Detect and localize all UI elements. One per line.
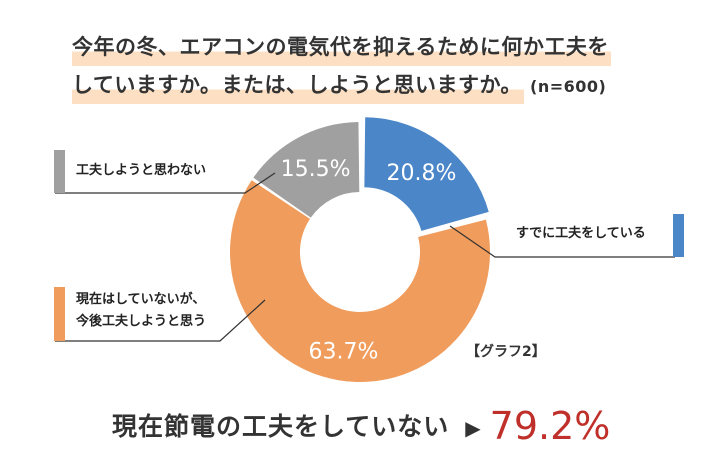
leader-line-future — [55, 299, 266, 342]
leader-line-already — [449, 225, 675, 258]
title-line-2: していますか。または、しようと思いますか。 — [72, 66, 525, 104]
title-line-1: 今年の冬、エアコンの電気代を抑えるために何か工夫を — [72, 28, 611, 66]
legend-swatch-future — [54, 287, 65, 341]
chart-title: 今年の冬、エアコンの電気代を抑えるために何か工夫を していますか。または、しよう… — [72, 28, 611, 106]
label-future-line-2: 今後工夫しようと思う — [76, 314, 207, 329]
legend-swatch-no — [54, 150, 65, 193]
data-label-future: 63.7% — [308, 340, 378, 365]
label-no: 工夫しようと思わない — [76, 163, 207, 178]
slice-already — [364, 117, 489, 231]
leader-line-no — [55, 172, 276, 194]
arrow-right-icon: ▶ — [465, 416, 482, 440]
slice-no — [253, 122, 360, 218]
data-label-no: 15.5% — [281, 157, 351, 182]
sample-size: (n=600) — [530, 77, 607, 96]
graph-label: 【グラフ2】 — [466, 344, 546, 360]
legend-swatch-already — [673, 214, 684, 257]
summary-value: 79.2% — [489, 404, 611, 448]
summary-text: 現在節電の工夫をしていない — [112, 412, 450, 441]
label-future-line-1: 現在はしていないが、 — [76, 292, 206, 307]
slice-future — [229, 180, 490, 382]
summary: 現在節電の工夫をしていない ▶ 79.2% — [112, 404, 610, 448]
label-already: すでに工夫をしている — [516, 226, 646, 241]
label-future: 現在はしていないが、 今後工夫しようと思う — [76, 289, 206, 333]
data-label-already: 20.8% — [386, 161, 456, 186]
